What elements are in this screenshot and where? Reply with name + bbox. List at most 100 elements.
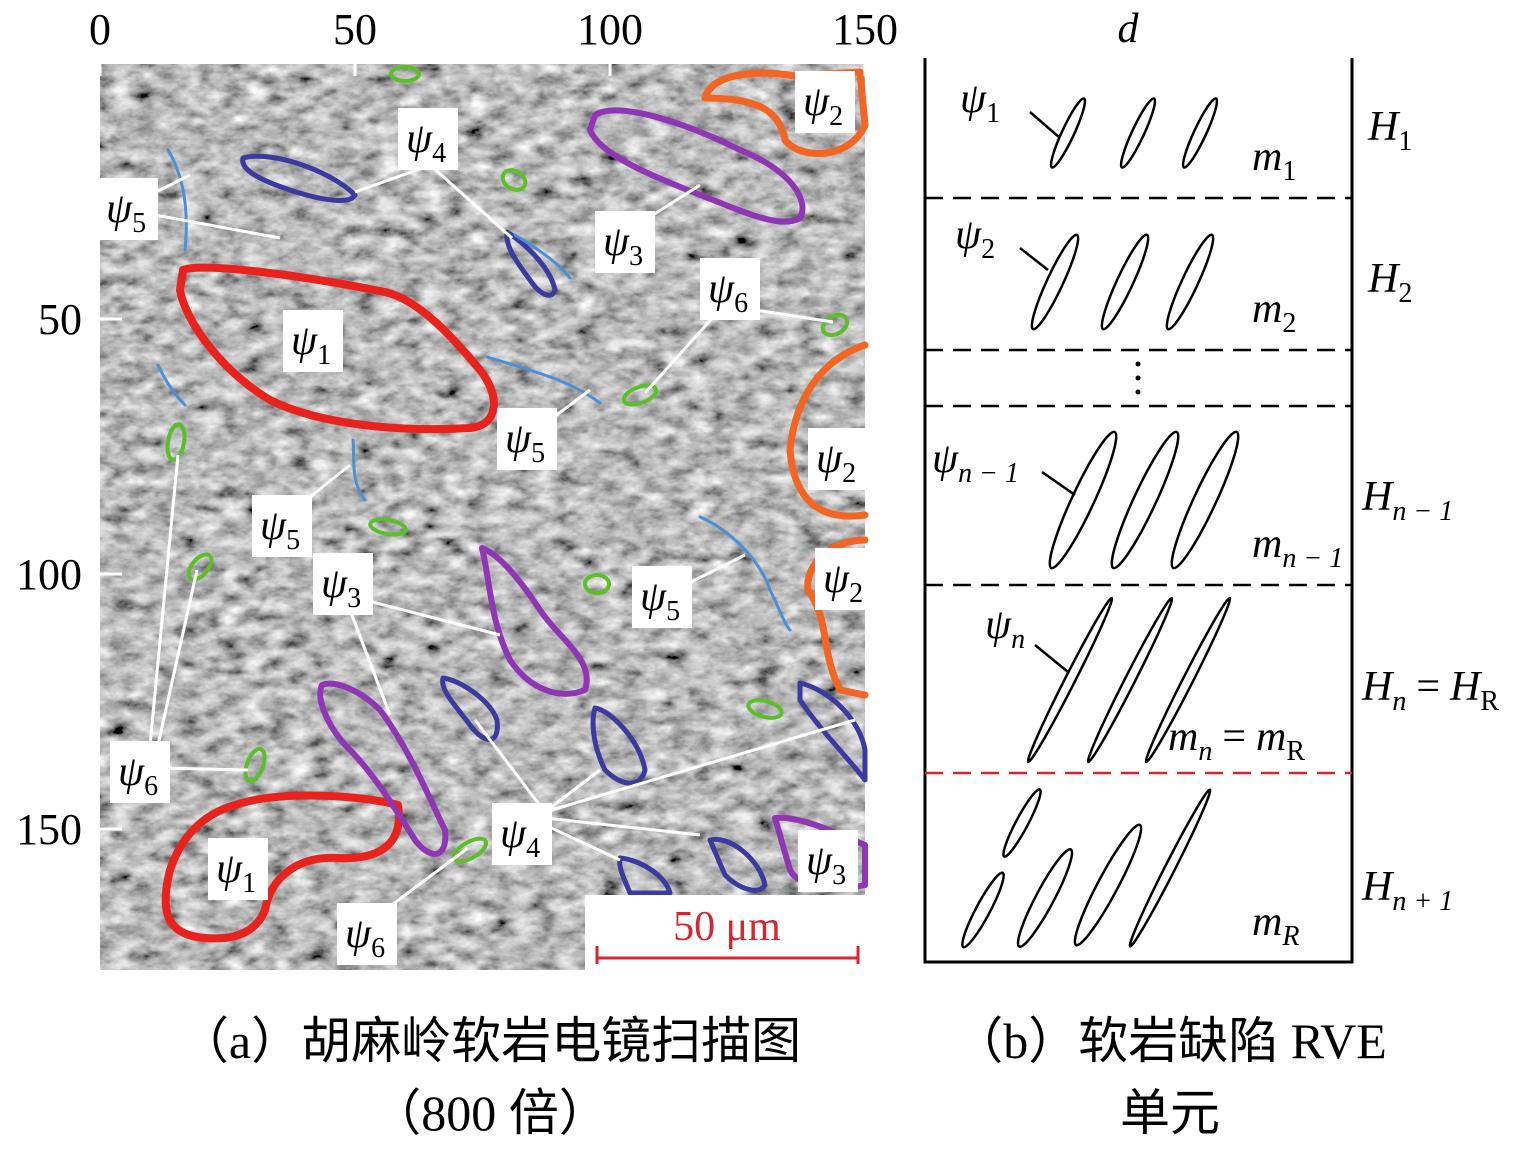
modulus-label-part: m — [1252, 286, 1282, 332]
contours — [156, 65, 869, 943]
defect-label-part: ψ — [816, 436, 843, 482]
caption-a-line2: （800 倍） — [371, 1085, 609, 1141]
layer-label-part: H — [1367, 256, 1401, 302]
defect-label-part: ψ — [216, 846, 243, 892]
defect-type-label-part: n — [1011, 624, 1025, 655]
defect-label-part: ψ — [708, 266, 735, 312]
defect-label-part: 2 — [829, 101, 843, 132]
caption-a-line1: （a）胡麻岭软岩电镜扫描图 — [179, 1013, 801, 1069]
label-box — [632, 566, 692, 628]
x-tick-label: 100 — [577, 5, 643, 54]
label-box — [110, 741, 170, 803]
x-tick-label: 0 — [89, 5, 111, 54]
defect-type-label: ψn — [985, 602, 1025, 655]
caption-b-line2: 单元 — [1120, 1085, 1220, 1141]
modulus-label: m2 — [1252, 286, 1296, 339]
label-box — [313, 553, 373, 615]
layer-label-part: 1 — [1398, 126, 1412, 157]
defect-label-part: 3 — [832, 860, 846, 891]
defect-label: ψ4 — [406, 116, 446, 169]
defect-label-part: 2 — [849, 578, 863, 609]
defect-type-label-part: n − 1 — [958, 458, 1019, 489]
defect-label: ψ3 — [603, 219, 643, 272]
layer-label-part: = — [1416, 664, 1440, 710]
defect-label-part: 1 — [317, 340, 331, 371]
defect-label: ψ5 — [260, 503, 300, 556]
defect-label-part: 5 — [286, 525, 300, 556]
defect-label: ψ6 — [118, 749, 158, 802]
label-box — [398, 108, 458, 170]
label-box — [700, 258, 760, 320]
layer-label-part: H — [1361, 864, 1395, 910]
y-tick-label: 150 — [16, 805, 82, 854]
defect-label-part: ψ — [260, 503, 287, 549]
layer-label-part: H — [1361, 474, 1395, 520]
label-box — [808, 428, 868, 490]
defect-label: ψ1 — [216, 846, 256, 899]
y-tick-label: 50 — [38, 295, 82, 344]
layer-label: H1 — [1367, 104, 1412, 157]
defect-type-label: ψn − 1 — [932, 436, 1019, 489]
defect-label-part: ψ — [603, 219, 630, 265]
defect-label: ψ5 — [106, 186, 146, 239]
defect-label: ψ6 — [345, 911, 385, 964]
modulus-label: mn = mR — [1168, 714, 1305, 767]
defect-type-label-part: ψ — [960, 76, 987, 122]
defect-type-label-part: ψ — [932, 436, 959, 482]
defect-label-part: 3 — [347, 583, 361, 614]
modulus-label-part: R — [1286, 736, 1305, 767]
defect-label-part: ψ — [640, 574, 667, 620]
label-box — [795, 71, 855, 133]
layer-label: Hn − 1 — [1361, 474, 1453, 527]
column-label: d — [1118, 6, 1140, 52]
defect-label-part: ψ — [106, 186, 133, 232]
defect-label: ψ6 — [708, 266, 748, 319]
defect-label-part: ψ — [321, 561, 348, 607]
x-tick-label: 150 — [832, 5, 898, 54]
label-box — [283, 310, 343, 372]
defect-label: ψ1 — [291, 318, 331, 371]
modulus-label-part: 2 — [1282, 308, 1296, 339]
defect-label: ψ5 — [640, 574, 680, 627]
defect-label-part: ψ — [803, 79, 830, 125]
defect-label-part: ψ — [505, 416, 532, 462]
defect-label-part: ψ — [345, 911, 372, 957]
label-box — [798, 830, 858, 892]
defect-type-label: ψ2 — [955, 212, 995, 265]
defect-type-label-part: 1 — [986, 98, 1000, 129]
label-box — [497, 408, 557, 470]
label-box — [98, 178, 158, 240]
modulus-label-part: m — [1168, 714, 1198, 760]
y-tick-label: 100 — [16, 550, 82, 599]
layer-label-part: n + 1 — [1392, 886, 1453, 917]
layer-label-part: H — [1367, 104, 1401, 150]
modulus-label: mn − 1 — [1252, 521, 1343, 574]
scale-bar-label: 50 μm — [673, 904, 781, 950]
layer-label-part: 2 — [1398, 278, 1412, 309]
modulus-label: mR — [1252, 899, 1299, 952]
layer-label: Hn + 1 — [1361, 864, 1453, 917]
modulus-label-part: m — [1252, 899, 1282, 945]
defect-label-part: 6 — [371, 933, 385, 964]
defect-label-part: ψ — [406, 116, 433, 162]
modulus-label-part: n − 1 — [1282, 543, 1343, 574]
layer-label-part: H — [1361, 664, 1395, 710]
label-box — [595, 211, 655, 273]
label-box — [252, 495, 312, 557]
defect-ellipses — [961, 97, 1240, 949]
defect-label-part: 5 — [531, 438, 545, 469]
layer-label-part: n — [1392, 686, 1406, 717]
sem-image — [100, 64, 865, 970]
defect-label-part: 6 — [734, 288, 748, 319]
defect-label-part: ψ — [500, 811, 527, 857]
label-box — [337, 903, 397, 965]
defect-type-label-part: 2 — [981, 234, 995, 265]
defect-label-part: ψ — [291, 318, 318, 364]
defect-label: ψ4 — [500, 811, 540, 864]
layer-label-part: n − 1 — [1392, 496, 1453, 527]
defect-label-part: ψ — [118, 749, 145, 795]
scale-bar: 50 μm — [585, 895, 865, 970]
label-box — [208, 838, 268, 900]
defect-label-part: 1 — [242, 868, 256, 899]
